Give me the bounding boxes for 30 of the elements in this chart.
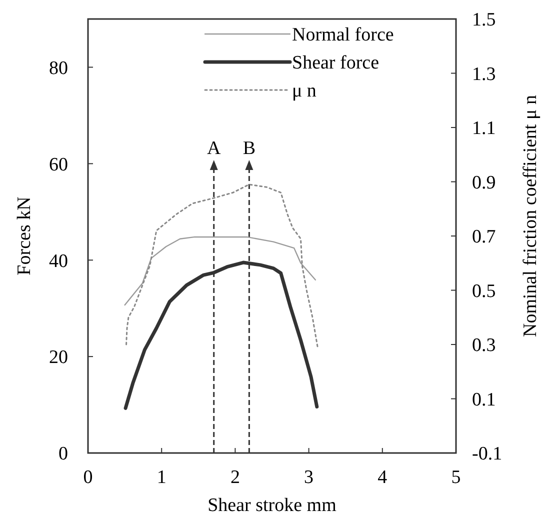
y-tick-label: 0 <box>58 444 68 465</box>
legend-label: Shear force <box>292 52 380 74</box>
y-tick-label: 60 <box>49 154 68 176</box>
legend-label: μ n <box>292 80 317 102</box>
legend-label: Normal force <box>292 24 394 46</box>
y2-tick-label: -0.1 <box>472 444 502 465</box>
y2-tick-label: 1.1 <box>472 118 496 140</box>
line-series <box>124 236 316 306</box>
y2-tick-label: 0.5 <box>472 280 496 302</box>
x-tick-label: 3 <box>304 467 314 488</box>
y-tick-label: 80 <box>49 58 68 79</box>
x-tick-label: 2 <box>230 467 240 488</box>
y2-tick-label: 0.9 <box>472 172 496 194</box>
y2-tick-label: 0.3 <box>472 335 496 356</box>
y2-axis-title: Nominal friction coefficient μ n <box>520 94 541 337</box>
x-tick-label: 4 <box>378 467 388 488</box>
x-axis-title: Shear stroke mm <box>208 495 337 516</box>
ref-line-label: A <box>206 138 221 159</box>
line-series <box>126 184 318 348</box>
y2-tick-label: 1.5 <box>472 10 496 31</box>
ref-line-label: B <box>242 138 256 159</box>
y2-tick-label: 0.7 <box>472 226 496 248</box>
y2-tick-label: 1.3 <box>472 64 496 85</box>
x-tick-label: 5 <box>451 467 461 488</box>
y-tick-label: 20 <box>49 347 68 368</box>
x-tick-label: 1 <box>156 467 166 488</box>
y-tick-label: 40 <box>49 250 68 272</box>
y-axis-title: Forces kN <box>14 196 35 276</box>
y2-tick-label: 0.1 <box>472 389 496 410</box>
x-tick-label: 0 <box>83 467 93 488</box>
